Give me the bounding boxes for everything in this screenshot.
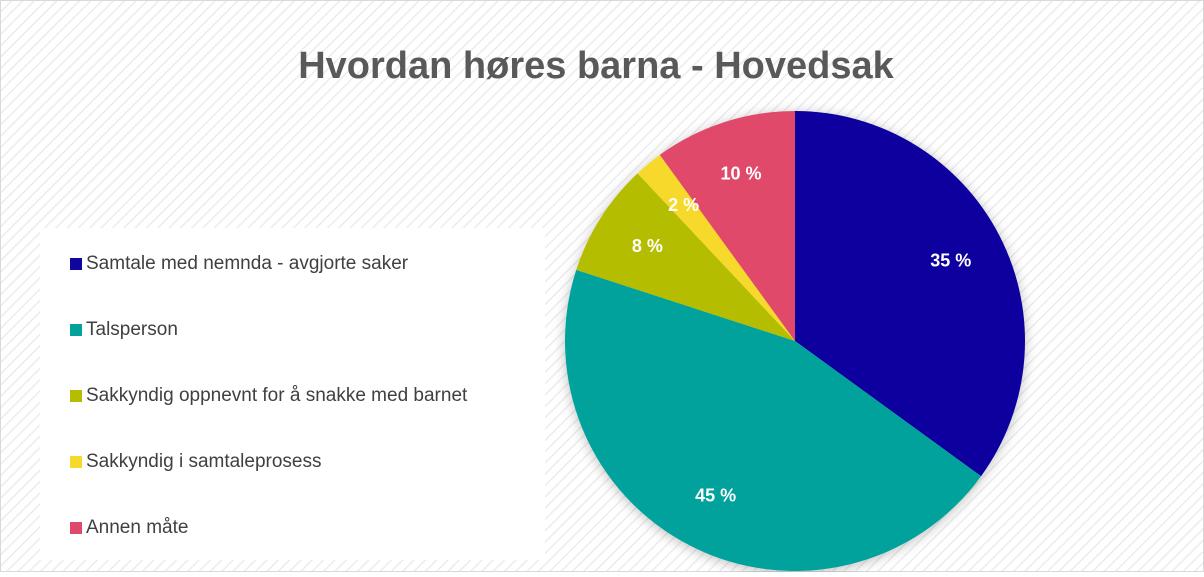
legend-swatch — [70, 324, 82, 336]
data-label: 45 % — [695, 485, 736, 505]
legend-swatch — [70, 456, 82, 468]
legend-label: Annen måte — [86, 517, 188, 538]
data-label: 10 % — [720, 164, 761, 184]
legend-label: Sakkyndig oppnevnt for å snakke med barn… — [86, 385, 468, 406]
data-label: 8 % — [632, 236, 663, 256]
pie — [565, 111, 1025, 571]
legend-label: Talsperson — [86, 319, 178, 340]
legend-label: Samtale med nemnda - avgjorte saker — [86, 253, 409, 274]
data-label: 35 % — [930, 250, 971, 270]
pie-slice — [565, 269, 982, 571]
pie-slice — [795, 111, 1025, 477]
pie-slice — [576, 173, 795, 341]
chart-title: Hvordan høres barna - Hovedsak — [298, 45, 894, 87]
pie-slice — [637, 154, 795, 341]
legend-swatch — [70, 258, 82, 270]
legend-box — [40, 228, 545, 560]
legend-swatch — [70, 390, 82, 402]
legend-label: Sakkyndig i samtaleprosess — [86, 451, 322, 472]
data-label: 2 % — [668, 195, 699, 215]
legend-swatch — [70, 522, 82, 534]
pie-slice — [659, 111, 795, 341]
